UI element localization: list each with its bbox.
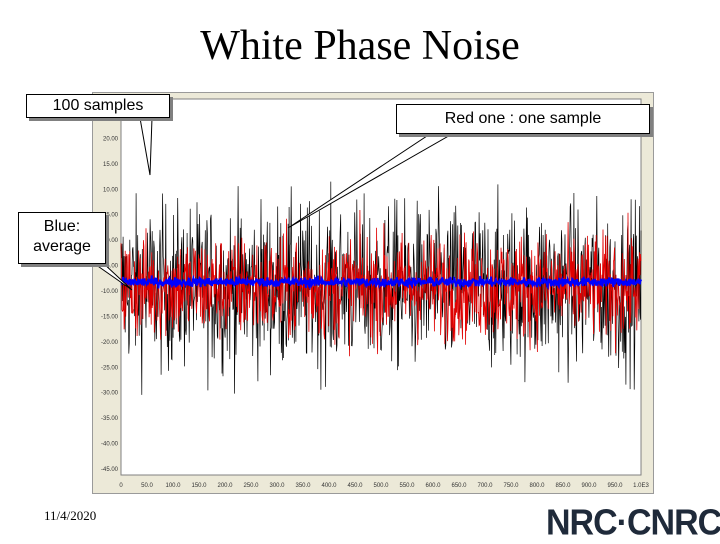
x-tick-label: 50.0 bbox=[141, 483, 153, 489]
y-tick-label: 5.00 bbox=[106, 213, 118, 219]
x-tick-label: 150.0 bbox=[191, 483, 207, 489]
x-tick-label: 750.0 bbox=[503, 483, 519, 489]
leader-blue bbox=[90, 261, 133, 291]
x-tick-label: 250.0 bbox=[243, 483, 259, 489]
y-tick-label: 15.00 bbox=[103, 162, 119, 168]
y-tick-label: -10.00 bbox=[101, 289, 119, 295]
slide-date: 11/4/2020 bbox=[44, 508, 97, 523]
x-tick-label: 850.0 bbox=[555, 483, 571, 489]
series-average-line bbox=[120, 274, 642, 291]
x-tick-label: 100.0 bbox=[165, 483, 181, 489]
x-tick-label: 200.0 bbox=[217, 483, 233, 489]
x-tick-label: 400.0 bbox=[321, 483, 337, 489]
x-tick-label: 800.0 bbox=[529, 483, 545, 489]
x-tick-label: 300.0 bbox=[269, 483, 285, 489]
plot-area: 25.0020.0015.0010.005.000.00-5.00-10.00-… bbox=[92, 92, 654, 494]
leader-samples bbox=[139, 117, 153, 176]
callout-blue-average: Blue: average bbox=[18, 212, 106, 264]
y-tick-label: 0.00 bbox=[106, 238, 118, 244]
noise-chart: 25.0020.0015.0010.005.000.00-5.00-10.00-… bbox=[101, 98, 649, 489]
y-tick-label: -35.00 bbox=[101, 416, 119, 422]
y-tick-label: -5.00 bbox=[104, 264, 118, 270]
y-tick-label: -25.00 bbox=[101, 365, 119, 371]
y-tick-label: -40.00 bbox=[101, 442, 119, 448]
y-tick-label: -45.00 bbox=[101, 467, 119, 473]
leader-red bbox=[287, 133, 454, 229]
y-tick-label: -30.00 bbox=[101, 391, 119, 397]
callout-red-one-sample: Red one : one sample bbox=[396, 104, 650, 134]
y-tick-label: -20.00 bbox=[101, 340, 119, 346]
nrc-cnrc-logo: NRC·CNRC bbox=[546, 503, 720, 543]
x-tick-label: 600.0 bbox=[425, 483, 441, 489]
callout-blue-line1: Blue: bbox=[43, 218, 81, 235]
series-samples-line bbox=[120, 181, 642, 395]
y-tick-label: -15.00 bbox=[101, 314, 119, 320]
x-tick-label: 1.0E3 bbox=[633, 483, 649, 489]
callout-blue-line2: average bbox=[33, 238, 91, 255]
x-tick-label: 550.0 bbox=[399, 483, 415, 489]
x-tick-labels: 0 50.0 100.0 150.0 200.0 250.0 300.0 350.0 400.0… bbox=[119, 483, 649, 489]
traces bbox=[120, 181, 642, 395]
x-tick-label: 500.0 bbox=[373, 483, 389, 489]
x-tick-label: 350.0 bbox=[295, 483, 311, 489]
x-tick-label: 650.0 bbox=[451, 483, 467, 489]
x-tick-label: 900.0 bbox=[581, 483, 597, 489]
x-tick-label: 450.0 bbox=[347, 483, 363, 489]
y-tick-label: 10.00 bbox=[103, 187, 119, 193]
x-tick-label: 0 bbox=[119, 483, 123, 489]
callout-100-samples: 100 samples bbox=[26, 94, 170, 118]
y-tick-label: 20.00 bbox=[103, 136, 119, 142]
x-tick-label: 700.0 bbox=[477, 483, 493, 489]
slide-title: White Phase Noise bbox=[200, 23, 520, 69]
x-tick-label: 950.0 bbox=[607, 483, 623, 489]
